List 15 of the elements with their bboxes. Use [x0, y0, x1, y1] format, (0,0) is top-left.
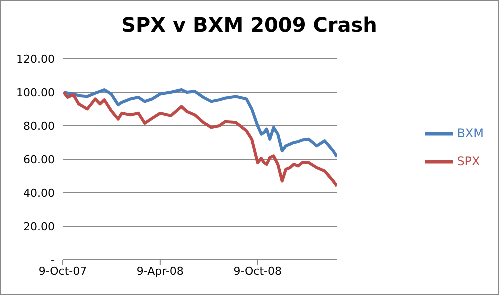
y-tick-label: 80.00: [24, 120, 55, 133]
y-tick-label: 60.00: [24, 153, 55, 166]
x-tick-label: 9-Oct-07: [38, 264, 88, 278]
y-tick-label: 100.00: [16, 86, 55, 100]
y-tick-label: 40.00: [24, 186, 55, 200]
line-series: [63, 88, 338, 158]
line-series: [63, 91, 338, 188]
x-tick-label: 9-Apr-08: [136, 264, 184, 278]
legend-label: BXM: [457, 126, 484, 140]
y-tick-label: 120.00: [16, 52, 55, 66]
x-tick-label: 9-Oct-08: [234, 264, 282, 278]
legend-label: SPX: [457, 154, 480, 168]
chart-title: SPX v BXM 2009 Crash: [120, 13, 378, 37]
y-tick-label: 20.00: [24, 220, 55, 234]
y-tick-label: -: [51, 254, 56, 267]
